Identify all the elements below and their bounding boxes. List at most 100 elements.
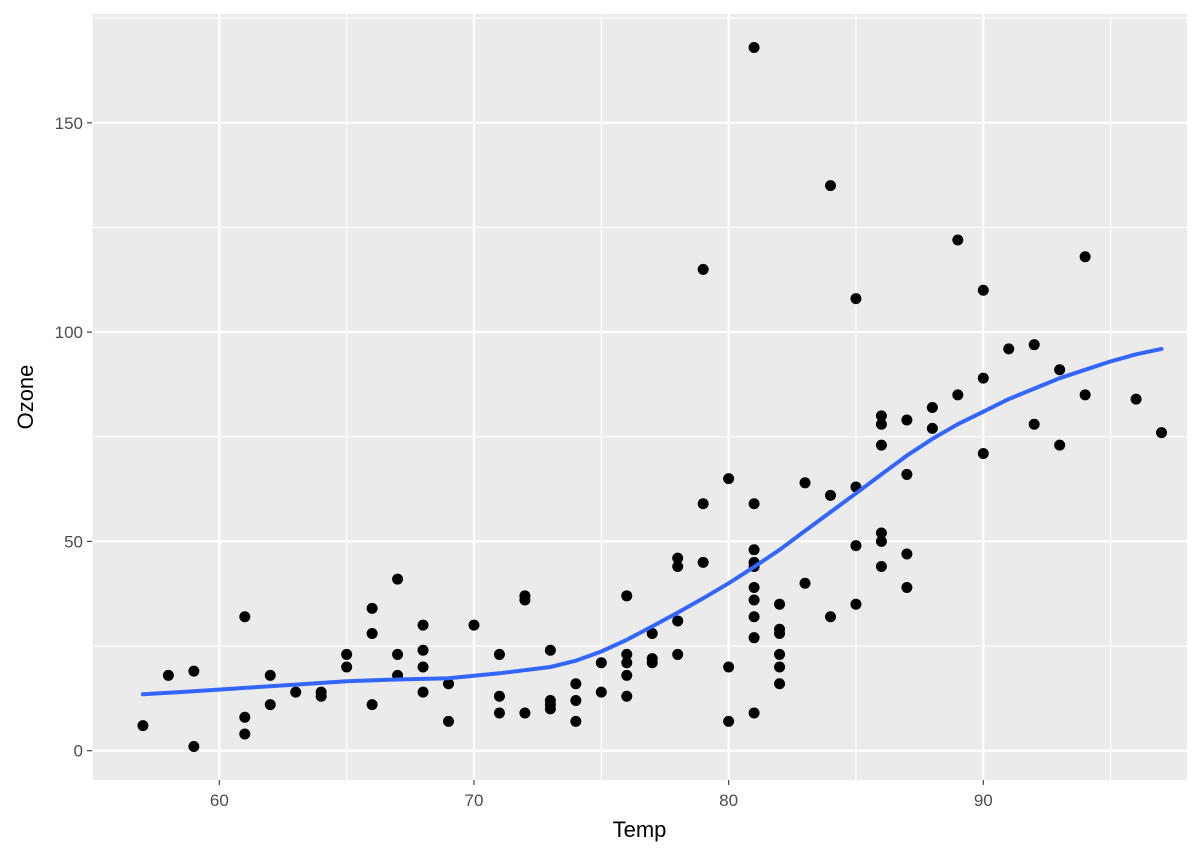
x-tick-label: 90: [974, 791, 993, 810]
panel-background: [92, 14, 1187, 780]
data-point: [748, 632, 760, 644]
y-tick-label: 150: [55, 114, 83, 133]
data-point: [1079, 251, 1091, 263]
data-point: [875, 535, 887, 547]
data-point: [1003, 343, 1015, 355]
data-point: [774, 627, 786, 639]
data-point: [621, 590, 633, 602]
data-point: [901, 468, 913, 480]
data-point: [901, 414, 913, 426]
x-axis-title: Temp: [613, 817, 667, 842]
y-tick-label: 100: [55, 323, 83, 342]
data-point: [723, 473, 735, 485]
data-point: [1054, 439, 1066, 451]
major-gridlines: [92, 14, 1187, 780]
data-point: [341, 661, 353, 673]
data-point: [748, 594, 760, 606]
data-point: [748, 611, 760, 623]
data-point: [646, 627, 658, 639]
data-point: [723, 715, 735, 727]
data-point: [824, 489, 836, 501]
data-point: [926, 401, 938, 413]
data-point: [188, 665, 200, 677]
data-point: [875, 527, 887, 539]
data-point: [748, 581, 760, 593]
x-tick-label: 60: [210, 791, 229, 810]
data-point: [264, 669, 276, 681]
data-point: [392, 648, 404, 660]
axis-ticks: [87, 122, 984, 785]
data-point: [977, 372, 989, 384]
y-tick-label: 0: [74, 742, 83, 761]
data-point: [290, 686, 302, 698]
data-point: [1079, 389, 1091, 401]
data-point: [417, 661, 429, 673]
data-point: [239, 711, 251, 723]
data-point: [850, 598, 862, 610]
y-axis-tick-labels: 0 50 100 150: [55, 114, 83, 761]
data-point: [774, 661, 786, 673]
data-point: [977, 448, 989, 460]
data-point: [774, 598, 786, 610]
data-point: [875, 418, 887, 430]
data-point: [952, 234, 964, 246]
data-point: [519, 594, 531, 606]
data-point: [723, 661, 735, 673]
data-point: [595, 657, 607, 669]
data-point: [595, 686, 607, 698]
smooth-trend-line: [140, 346, 1164, 697]
data-point: [570, 678, 582, 690]
data-point: [468, 619, 480, 631]
data-point: [264, 699, 276, 711]
data-point: [417, 619, 429, 631]
y-tick-label: 50: [64, 532, 83, 551]
data-point: [239, 611, 251, 623]
data-point: [621, 657, 633, 669]
data-point: [366, 699, 378, 711]
data-point: [672, 648, 684, 660]
data-point: [1028, 339, 1040, 351]
data-point: [1130, 393, 1142, 405]
data-point: [493, 707, 505, 719]
data-point: [162, 669, 174, 681]
data-point: [366, 602, 378, 614]
data-point: [824, 611, 836, 623]
data-point: [952, 389, 964, 401]
x-tick-label: 70: [465, 791, 484, 810]
data-point: [697, 263, 709, 275]
data-point: [621, 690, 633, 702]
data-point: [443, 678, 455, 690]
data-point: [774, 648, 786, 660]
y-axis-title: Ozone: [13, 365, 38, 430]
data-point: [315, 690, 327, 702]
scatter-points: [137, 41, 1168, 753]
data-point: [774, 678, 786, 690]
data-point: [493, 690, 505, 702]
data-point: [544, 644, 556, 656]
data-point: [341, 648, 353, 660]
data-point: [1156, 427, 1168, 439]
data-point: [672, 552, 684, 564]
data-point: [544, 703, 556, 715]
data-point: [672, 615, 684, 627]
data-point: [850, 540, 862, 552]
data-point: [417, 644, 429, 656]
data-point: [1028, 418, 1040, 430]
data-point: [570, 694, 582, 706]
minor-gridlines: [91, 14, 1187, 780]
data-point: [188, 741, 200, 753]
data-point: [875, 439, 887, 451]
data-point: [875, 410, 887, 422]
data-point: [621, 648, 633, 660]
data-point: [926, 422, 938, 434]
data-point: [850, 293, 862, 305]
data-point: [1054, 364, 1066, 376]
data-point: [799, 477, 811, 489]
data-point: [621, 669, 633, 681]
data-point: [901, 581, 913, 593]
data-point: [697, 498, 709, 510]
data-point: [748, 498, 760, 510]
data-point: [977, 284, 989, 296]
data-point: [824, 180, 836, 192]
